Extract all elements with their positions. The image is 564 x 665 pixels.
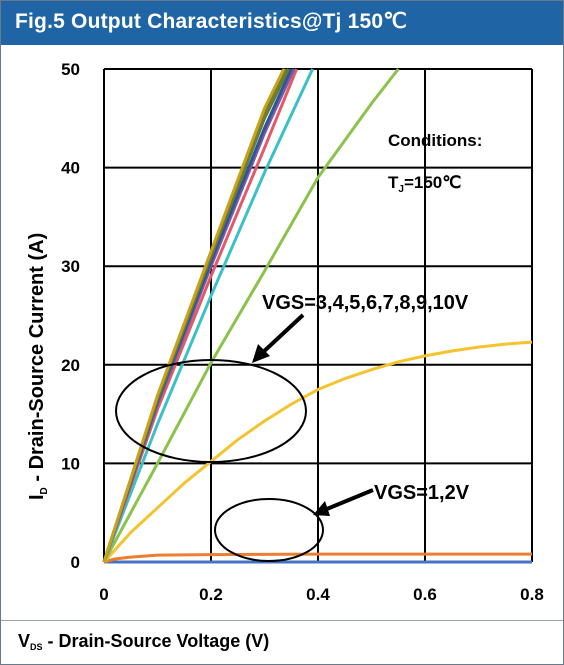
y-tick-label-4: 40 [61, 159, 80, 178]
series-line-3 [102, 68, 400, 563]
y-tick-label-1: 10 [61, 454, 80, 473]
x-tick-label-1: 0.2 [199, 585, 223, 604]
x-tick-label-2: 0.4 [306, 585, 330, 604]
conditions-title: Conditions: [388, 131, 482, 150]
series-lines [102, 68, 533, 564]
y-tick-label-5: 50 [61, 60, 80, 79]
figure-title-bar: Fig.5 Output Characteristics@Tj 150℃ [1, 1, 563, 45]
x-label-divider [1, 620, 563, 621]
y-axis-label: ID - Drain-Source Current (A) [26, 233, 50, 500]
x-tick-label-3: 0.6 [413, 585, 437, 604]
annotation-ellipse-high [115, 359, 307, 463]
gridlines [103, 68, 533, 563]
annotation-ellipse-low [214, 498, 324, 562]
y-tick-label-2: 20 [61, 356, 80, 375]
series-line-1 [103, 552, 532, 564]
x-tick-labels: 0 0.2 0.4 0.6 0.8 [99, 585, 544, 604]
series-line-11 [102, 68, 286, 563]
figure-title: Fig.5 Output Characteristics@Tj 150℃ [15, 10, 408, 33]
y-tick-labels: 0 10 20 30 40 50 [61, 60, 80, 572]
annotation-arrow-high [258, 313, 305, 357]
series-line-4 [102, 68, 314, 563]
x-tick-label-4: 0.8 [520, 585, 544, 604]
annotation-label-high: VGS=3,4,5,6,7,8,9,10V [262, 292, 469, 314]
annotation-arrow-low [321, 488, 374, 513]
annotation-arrowhead-low [313, 501, 330, 516]
annotation-arrowhead-high [252, 344, 270, 363]
series-line-2 [102, 340, 533, 564]
y-tick-label-0: 0 [71, 553, 80, 572]
conditions-temp: TJ=150℃ [388, 173, 461, 195]
annotation-label-low: VGS=1,2V [374, 482, 470, 504]
x-axis-label: VDS - Drain-Source Voltage (V) [18, 631, 270, 652]
y-tick-label-3: 30 [61, 257, 80, 276]
x-tick-label-0: 0 [99, 585, 108, 604]
